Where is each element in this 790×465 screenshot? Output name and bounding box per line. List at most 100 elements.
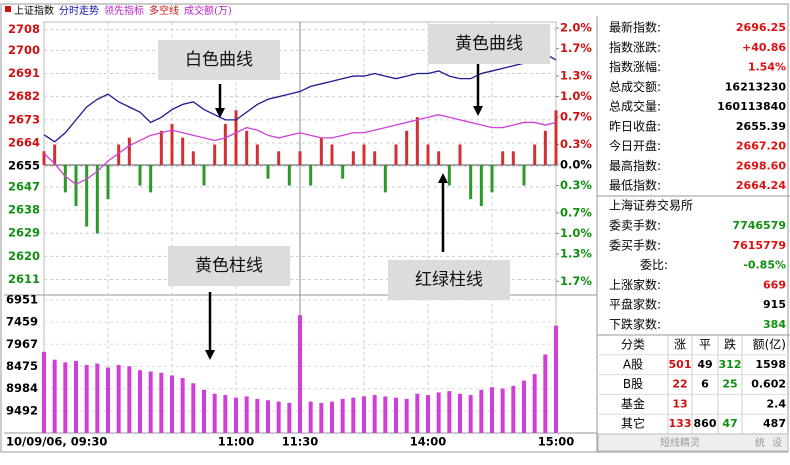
rg-bar [95,165,99,234]
price-line [43,53,557,143]
panel-value: 915 [763,298,786,311]
rg-bar [191,151,195,165]
volume-bar [74,361,78,433]
panel-value: 160113840 [717,100,786,113]
volume-bar [266,400,270,433]
volume-bar [415,393,420,433]
rg-bar [479,165,483,207]
legend-item: 上证指数 [14,4,54,17]
y-tick-label: 6951 [6,292,38,306]
rg-bar [362,144,366,165]
panel-label: 总成交量: [609,99,661,114]
rg-bar [469,165,473,200]
rg-bar [490,165,494,193]
rg-bar [181,137,185,165]
volume-bar [52,359,57,433]
y2-tick-label: 1.7% [560,41,592,55]
panel-label: 最高指数: [609,158,661,173]
panel-label: 委卖手数: [609,218,661,233]
table-cell: 312 [719,358,742,371]
rg-bar [383,165,387,193]
volume-bar [223,395,228,433]
volume-bar [479,389,484,433]
rg-bar [522,165,526,186]
panel-value: 16213230 [725,80,787,93]
table-cell: 6 [701,378,709,391]
y2-tick-label: 1.0% [560,226,592,240]
panel-label: 委比: [640,258,668,272]
table-cell: A股 [623,357,643,371]
y-tick-label: 2647 [8,179,40,193]
rg-bar [319,137,323,165]
annotation: 白色曲线 [185,50,253,70]
rg-bar [106,165,110,200]
table-header: 平 [699,338,711,352]
table-cell: 860 [694,417,717,430]
annotation-box [158,40,280,80]
rg-bar [298,151,302,165]
y2-tick-label: 1.7% [560,274,592,288]
y2-tick-label: 0.0% [560,158,592,172]
y-tick-label: 9492 [6,403,38,417]
table-cell: 133 [669,417,692,430]
panel-value: 2664.24 [736,179,786,192]
volume-bar [372,395,377,433]
y-tick-label: 8984 [6,381,38,395]
table-cell: 25 [722,378,737,391]
volume-bar [63,362,68,433]
y-tick-label: 8475 [6,359,38,373]
panel-label: 指数涨跌: [609,39,661,54]
rg-bar [63,165,67,193]
y-tick-label: 2664 [8,136,40,150]
y-tick-label: 2655 [8,159,40,173]
volume-bar [116,364,121,433]
volume-bar [404,398,409,433]
rg-bar [533,144,537,165]
y2-tick-label: 1.3% [560,246,592,260]
volume-bar [138,370,142,433]
volume-bar [255,398,260,433]
volume-bar [543,354,548,433]
volume-bar [490,387,494,433]
y2-tick-label: 0.3% [560,137,592,151]
y-tick-label: 7459 [6,315,38,329]
y-tick-label: 2700 [8,43,40,57]
x-tick-label: 14:00 [410,435,447,449]
rg-bar [223,123,227,165]
rg-bar [415,117,419,165]
panel-value: 2698.60 [736,159,786,172]
annotation: 黄色柱线 [195,256,263,276]
y2-tick-label: 1.3% [560,69,592,83]
table-cell: 487 [763,417,786,430]
legend-item: 领先指标 [104,4,144,17]
panel-label: 总成交额: [609,79,661,94]
volume-bar [191,383,196,433]
table-cell: 22 [672,378,687,391]
rg-bar [351,151,355,165]
panel-value: 1.54% [748,61,786,74]
table-cell: 其它 [621,416,645,431]
table-header: 额(亿) [753,337,786,352]
volume-bar [458,393,462,433]
rg-bar [437,151,441,165]
volume-bar [84,364,89,433]
volume-bar [554,325,558,433]
table-header: 涨 [674,337,686,352]
volume-bar [202,389,206,433]
volume-bar [180,378,185,433]
table-cell: 47 [722,417,737,430]
volume-bar [308,401,313,433]
volume-bar [298,315,302,433]
footer-tab[interactable]: 短线精灵 [660,436,700,449]
rg-bar [394,144,398,165]
rg-bar [330,144,334,165]
y2-tick-label: 0.3% [560,178,592,192]
footer-tab[interactable]: 设 [772,437,782,449]
panel-label: 委买手数: [609,237,661,252]
volume-bar [500,388,505,433]
table-cell: 501 [669,358,692,371]
arrow-head [438,173,448,183]
rg-bar [277,151,281,165]
panel-value: 2696.25 [736,21,786,34]
footer-tab[interactable]: 统 [755,436,765,449]
